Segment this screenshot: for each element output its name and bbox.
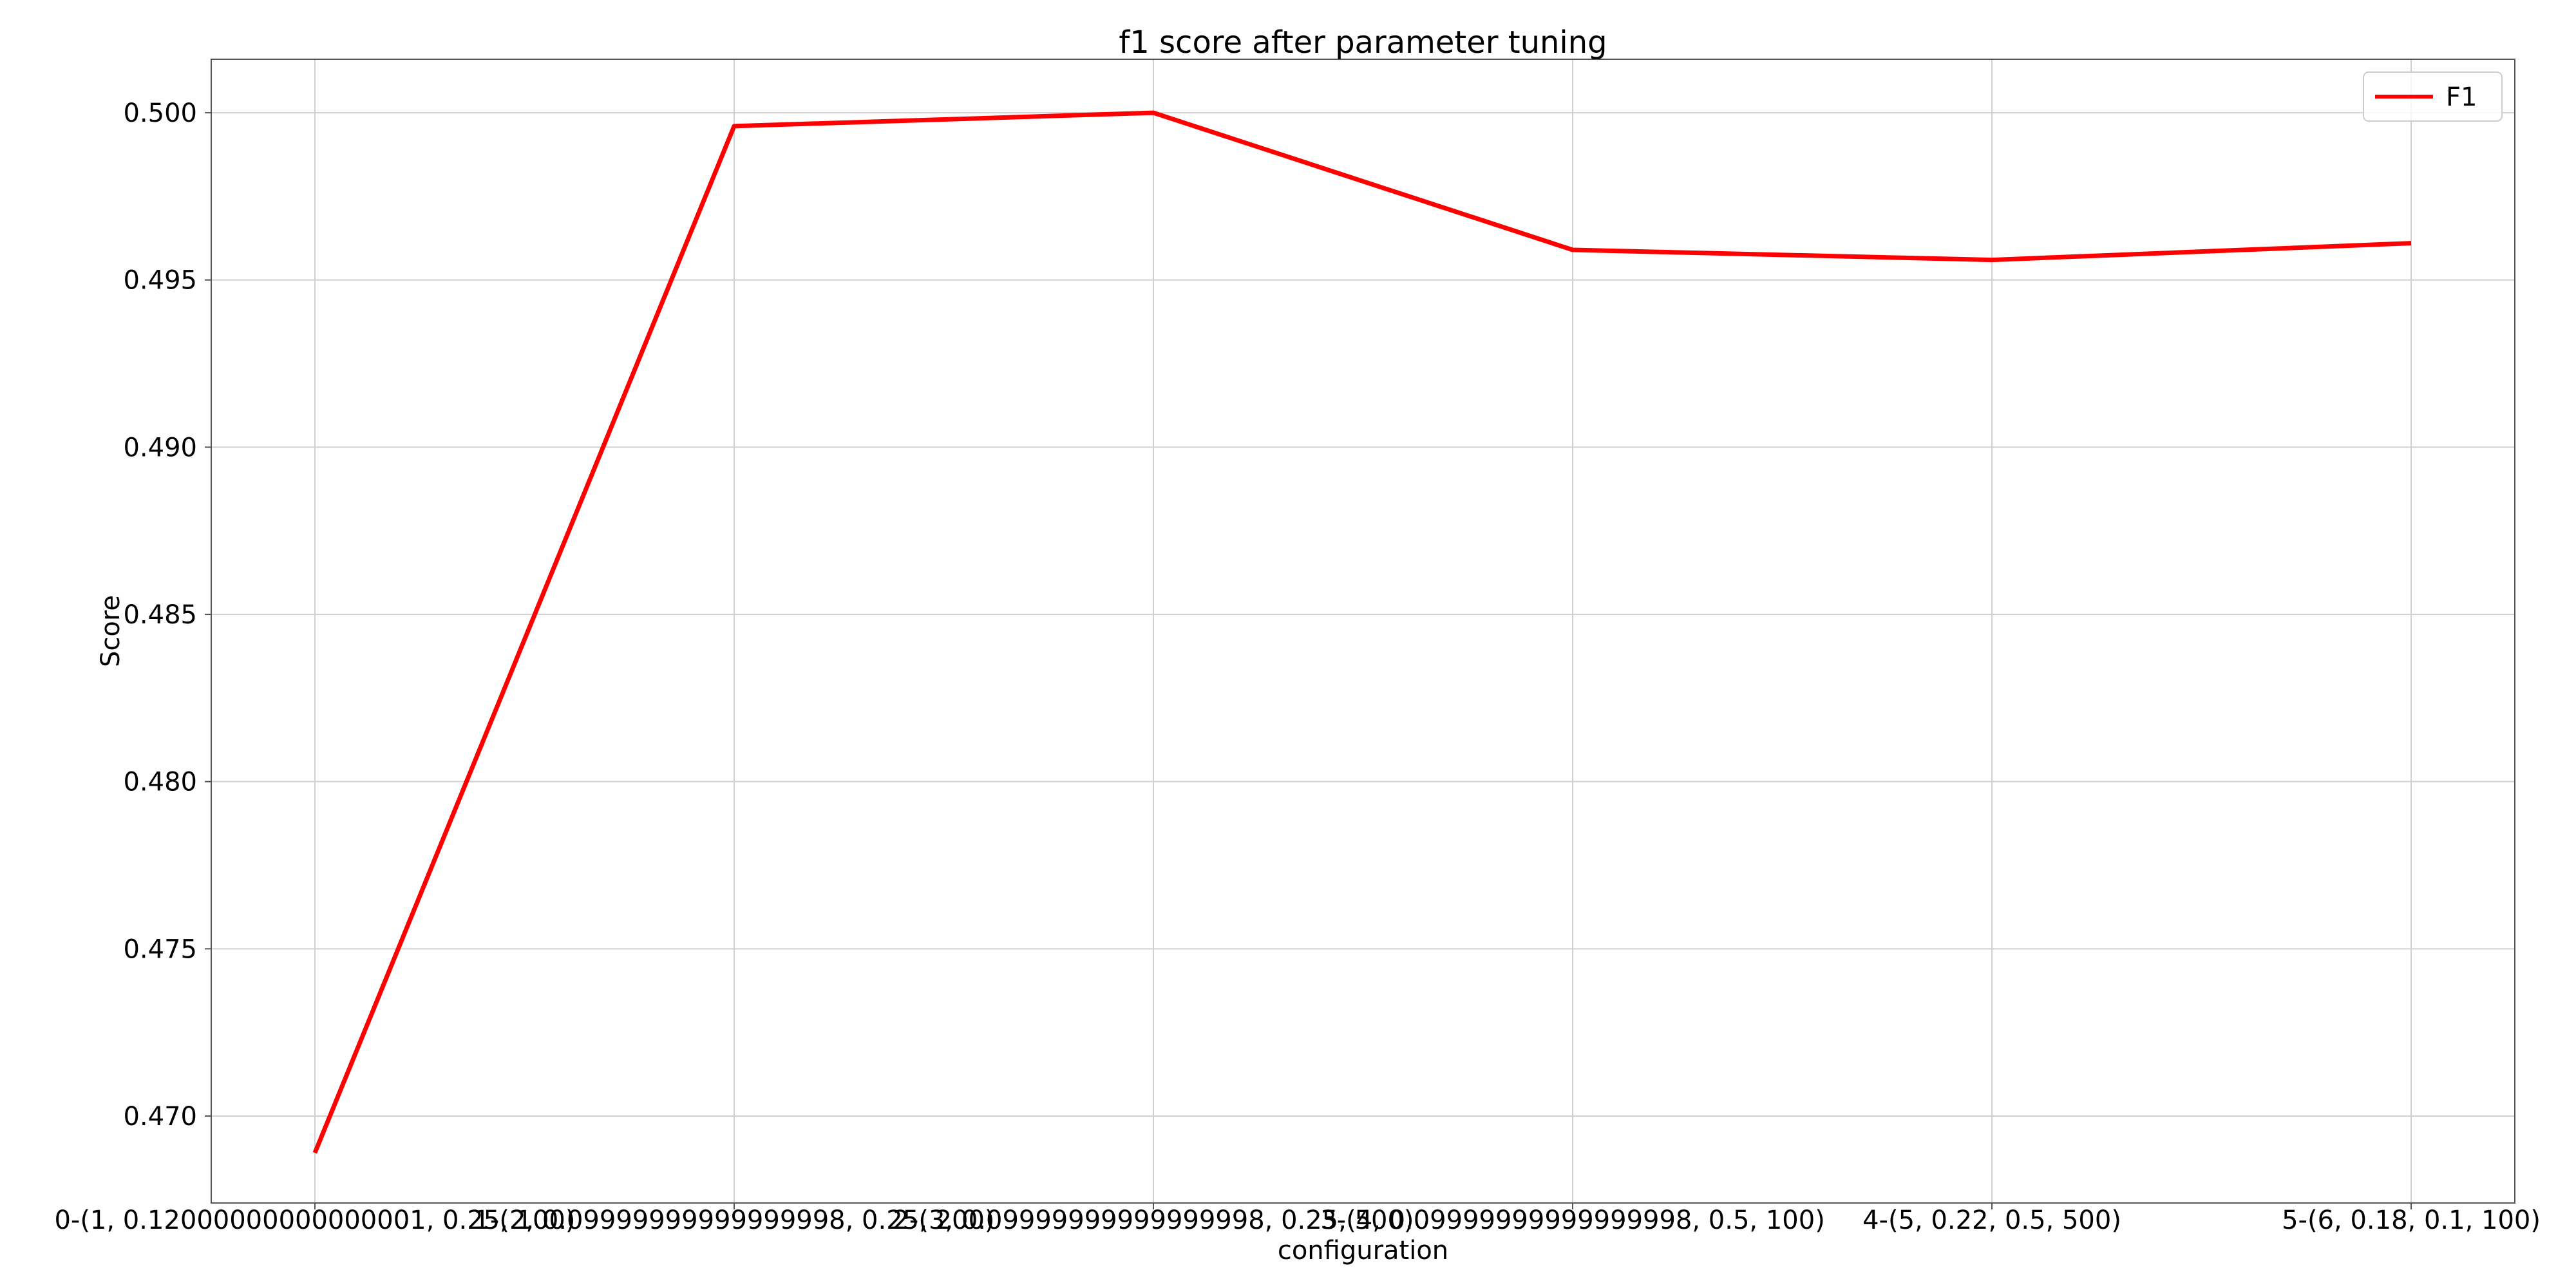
y-tick-label: 0.495 <box>123 266 197 296</box>
y-tick-label: 0.480 <box>123 768 197 797</box>
y-tick-label: 0.470 <box>123 1102 197 1132</box>
x-tick-label: 4-(5, 0.22, 0.5, 500) <box>1862 1206 2121 1235</box>
legend-label-f1: F1 <box>2446 82 2477 112</box>
y-tick-label: 0.490 <box>123 433 197 462</box>
x-tick-label: 3-(4, 0.09999999999999998, 0.5, 100) <box>1320 1206 1825 1235</box>
tick-layer: 0-(1, 0.12000000000000001, 0.25, 100)1-(… <box>54 99 2541 1235</box>
x-tick-label: 0-(1, 0.12000000000000001, 0.25, 100) <box>54 1206 575 1235</box>
x-tick-label: 2-(3, 0.09999999999999998, 0.25, 500) <box>893 1206 1414 1235</box>
grid-layer <box>211 59 2515 1203</box>
legend: F1 <box>2363 71 2503 122</box>
x-tick-label: 5-(6, 0.18, 0.1, 100) <box>2282 1206 2541 1235</box>
plot-frame <box>211 59 2515 1204</box>
series-layer <box>312 110 2412 1154</box>
y-tick-label: 0.500 <box>123 99 197 128</box>
chart-title: f1 score after parameter tuning <box>1119 24 1607 61</box>
y-tick-label: 0.485 <box>123 600 197 630</box>
x-axis-label: configuration <box>1278 1236 1448 1265</box>
y-tick-label: 0.475 <box>123 934 197 964</box>
series-line-f1 <box>312 110 2412 1154</box>
x-tick-label: 1-(2, 0.09999999999999998, 0.25, 200) <box>473 1206 994 1235</box>
y-axis-label: Score <box>96 595 126 667</box>
